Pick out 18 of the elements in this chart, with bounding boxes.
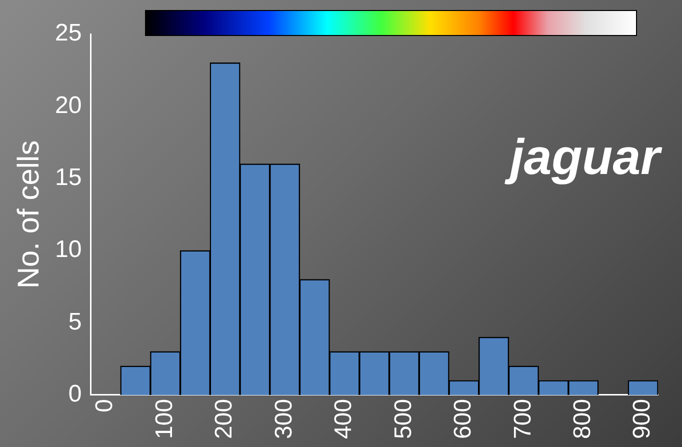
y-tick-label: 15 [54,164,82,192]
y-axis-title: No. of cells [12,140,46,289]
x-tick-label: 200 [210,398,238,440]
y-tick-label: 0 [68,380,82,408]
x-tick-label: 400 [330,398,358,440]
x-tick-label: 900 [628,398,656,440]
y-tick-label: 25 [54,20,82,47]
x-tick-label: 600 [450,398,477,440]
x-tick-label: 100 [150,398,178,440]
y-tick-label: 20 [54,92,82,119]
y-tick-label: 5 [68,308,82,336]
x-tick-label: 700 [509,398,536,440]
x-tick-label: 800 [568,398,596,440]
x-tick-label: 0 [91,398,118,412]
x-tick-label: 500 [390,398,417,440]
y-tick-label: 10 [54,236,82,264]
annotation: jaguar [504,129,663,185]
x-tick-label: 300 [270,398,298,440]
